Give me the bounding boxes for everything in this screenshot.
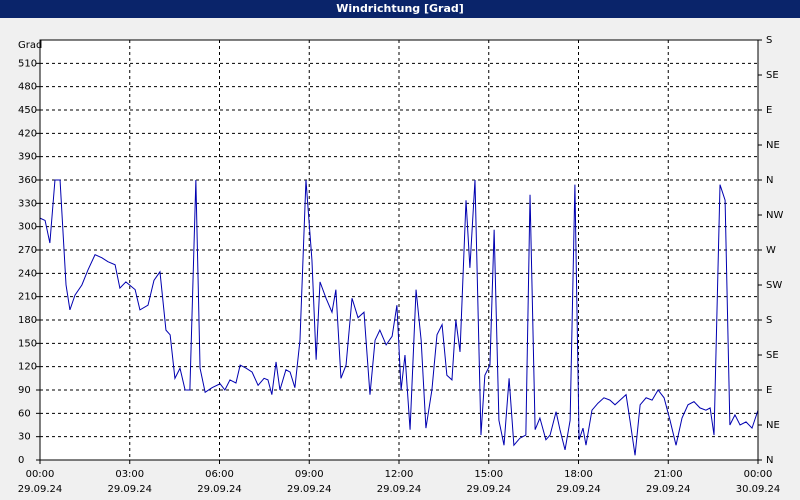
y-tick-label: 390 xyxy=(18,152,37,163)
x-tick-label: 21:00 xyxy=(654,469,683,480)
y-tick-label: 210 xyxy=(18,292,37,303)
x-tick-label: 03:00 xyxy=(115,469,144,480)
y-tick-label: 480 xyxy=(18,82,37,93)
data-line xyxy=(39,179,759,456)
plot-border xyxy=(39,39,759,461)
x-tick-date: 29.09.24 xyxy=(18,484,63,495)
title-bar xyxy=(0,0,800,18)
x-tick-date: 29.09.24 xyxy=(646,484,691,495)
y-tick-label: 90 xyxy=(18,385,31,396)
y2-tick-label: SW xyxy=(766,280,782,291)
y-tick-label: 120 xyxy=(18,362,37,373)
y-tick-label: 300 xyxy=(18,222,37,233)
x-tick-label: 00:00 xyxy=(744,469,773,480)
x-tick-date: 29.09.24 xyxy=(377,484,422,495)
x-tick-label: 12:00 xyxy=(385,469,414,480)
y2-tick-label: S xyxy=(766,315,772,326)
y2-tick-label: E xyxy=(766,105,772,116)
y2-tick-label: W xyxy=(766,245,776,256)
x-tick-label: 18:00 xyxy=(564,469,593,480)
y-tick-label: 60 xyxy=(18,408,31,419)
y-tick-label: 450 xyxy=(18,105,37,116)
x-tick-label: 06:00 xyxy=(205,469,234,480)
y-tick-label: 0 xyxy=(18,455,24,466)
y2-tick-label: NW xyxy=(766,210,783,221)
x-tick-label: 15:00 xyxy=(474,469,503,480)
y2-tick-label: N xyxy=(766,175,773,186)
y-tick-label: 240 xyxy=(18,268,37,279)
y-tick-label: 360 xyxy=(18,175,37,186)
y-tick-label: 180 xyxy=(18,315,37,326)
x-tick-label: 09:00 xyxy=(295,469,324,480)
y2-tick-label: NE xyxy=(766,420,780,431)
y-tick-label: 30 xyxy=(18,432,31,443)
x-tick-date: 29.09.24 xyxy=(107,484,152,495)
x-tick-label: 00:00 xyxy=(26,469,55,480)
y-tick-label: 150 xyxy=(18,338,37,349)
y-tick-label: 420 xyxy=(18,128,37,139)
x-tick-date: 29.09.24 xyxy=(287,484,332,495)
x-tick-date: 29.09.24 xyxy=(466,484,511,495)
y2-tick-label: S xyxy=(766,35,772,46)
chart-title: Windrichtung [Grad] xyxy=(336,2,464,15)
y-tick-label: 510 xyxy=(18,58,37,69)
y2-tick-label: SE xyxy=(766,70,779,81)
y-axis-label: Grad xyxy=(18,40,42,51)
x-tick-date: 30.09.24 xyxy=(736,484,781,495)
x-tick-date: 29.09.24 xyxy=(197,484,242,495)
y-tick-label: 270 xyxy=(18,245,37,256)
y2-tick-label: E xyxy=(766,385,772,396)
y2-tick-label: SE xyxy=(766,350,779,361)
y2-tick-label: N xyxy=(766,455,773,466)
y2-tick-label: NE xyxy=(766,140,780,151)
y-tick-label: 330 xyxy=(18,198,37,209)
x-tick-date: 29.09.24 xyxy=(556,484,601,495)
